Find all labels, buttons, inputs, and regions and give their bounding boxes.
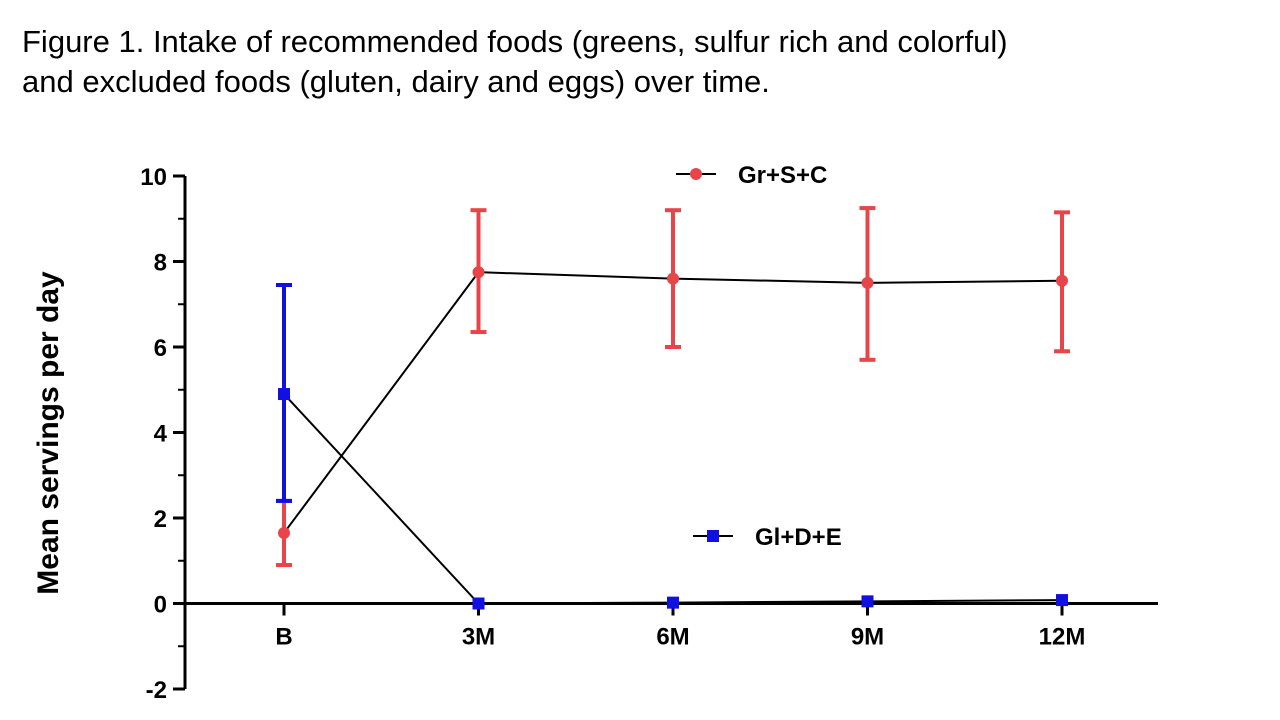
point-circle: [1056, 274, 1068, 287]
point-square: [472, 597, 485, 610]
y-tick-label: -2: [146, 677, 167, 704]
chart-legend: Gr+S+C Gl+D+E: [676, 162, 842, 551]
chart-axes: -2 0 2 4 6 8 10 B 3M 6M 9M 12M: [140, 164, 1158, 704]
point-circle: [667, 272, 679, 285]
series-line-2: [283, 393, 1063, 605]
point-circle: [861, 276, 874, 289]
x-tick-label: B: [275, 624, 292, 651]
y-tick-label: 2: [154, 506, 167, 533]
point-square: [667, 596, 679, 609]
y-tick-label: 10: [140, 164, 167, 191]
point-square: [861, 595, 874, 608]
point-square: [278, 388, 290, 401]
series-markers: [278, 266, 1068, 610]
x-tick-label: 12M: [1039, 624, 1086, 651]
y-tick-label: 4: [154, 421, 168, 448]
y-axis-title: Mean servings per day: [32, 271, 65, 595]
legend-marker-circle: [690, 168, 702, 180]
point-square: [1056, 594, 1068, 607]
caption-line-2: and excluded foods (gluten, dairy and eg…: [22, 64, 770, 99]
error-bars: [276, 206, 1070, 568]
x-tick-label: 6M: [656, 624, 689, 651]
y-tick-label: 0: [154, 592, 167, 619]
y-tick-label: 6: [154, 335, 167, 362]
legend-label: Gr+S+C: [738, 162, 827, 189]
point-circle: [472, 266, 485, 279]
y-tick-label: 8: [154, 250, 167, 277]
figure-caption: Figure 1. Intake of recommended foods (g…: [22, 22, 1262, 102]
point-circle: [278, 526, 290, 539]
legend-label: Gl+D+E: [755, 524, 842, 551]
caption-line-1: Figure 1. Intake of recommended foods (g…: [22, 24, 1008, 59]
legend-marker-square: [707, 530, 719, 542]
x-tick-label: 3M: [462, 624, 495, 651]
x-tick-label: 9M: [851, 624, 884, 651]
